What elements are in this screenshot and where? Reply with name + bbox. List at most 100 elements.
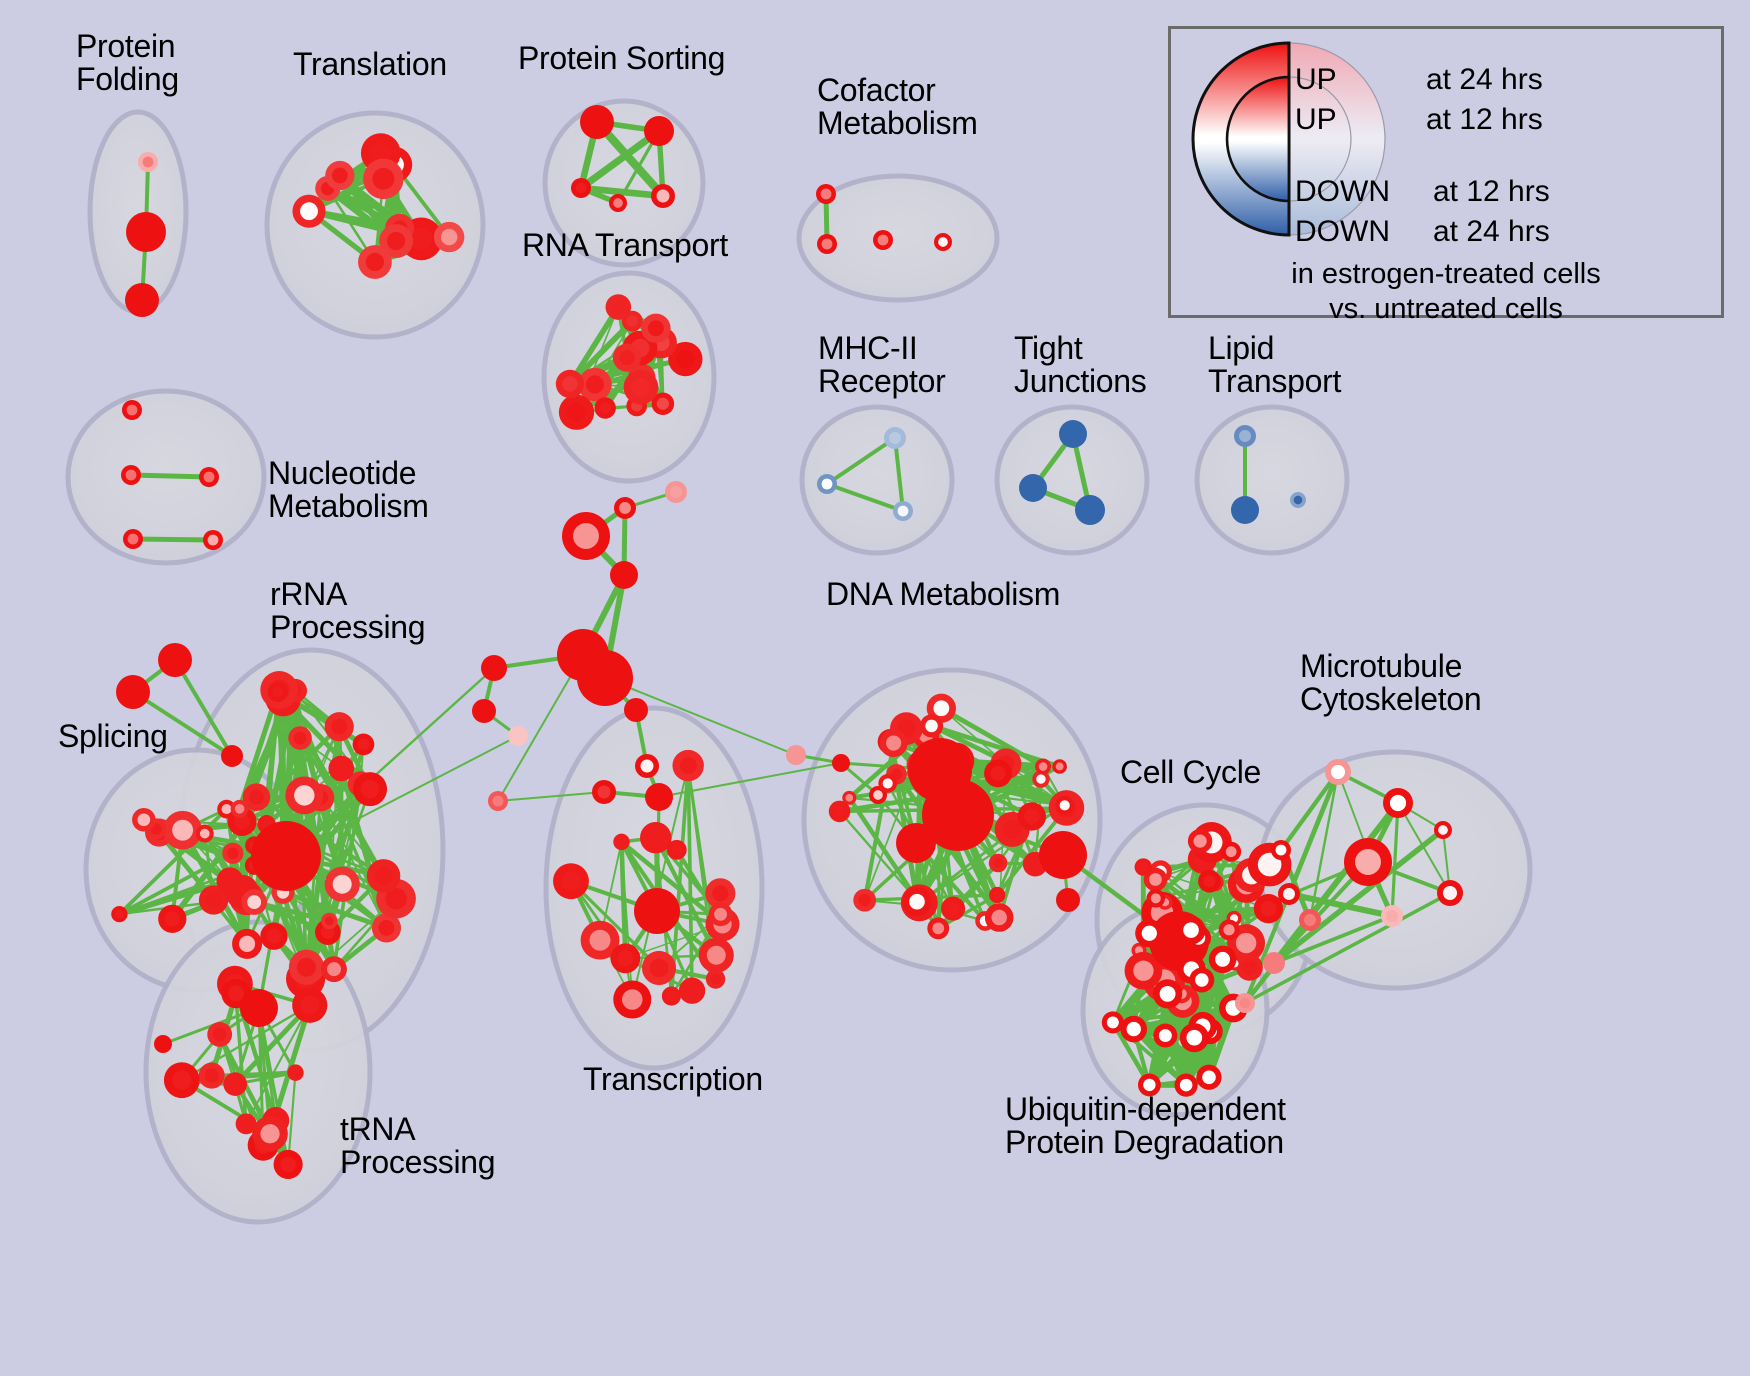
- node-inner-disk: [933, 700, 950, 717]
- network-edge: [131, 690, 234, 758]
- network-edge: [169, 821, 247, 922]
- node-inner-disk: [1304, 914, 1316, 926]
- network-node: [988, 853, 1008, 873]
- node-inner-disk: [1055, 762, 1064, 771]
- network-node: [324, 712, 354, 742]
- network-edge: [604, 677, 797, 756]
- network-edge: [838, 810, 921, 905]
- node-inner-disk: [1159, 985, 1176, 1002]
- node-inner-disk: [372, 167, 395, 190]
- network-node: [610, 561, 638, 589]
- node-inner-disk: [611, 300, 626, 314]
- network-edge: [128, 472, 212, 480]
- network-edge: [567, 304, 622, 387]
- node-inner-disk: [1059, 800, 1070, 811]
- node-inner-disk: [629, 703, 643, 717]
- network-node: [1174, 1073, 1198, 1097]
- node-inner-disk: [585, 375, 604, 394]
- network-node: [126, 212, 166, 252]
- node-inner-disk: [991, 909, 1007, 926]
- node-inner-disk: [374, 866, 393, 885]
- network-node: [613, 833, 630, 851]
- node-inner-disk: [631, 377, 651, 397]
- node-inner-disk: [877, 234, 889, 246]
- node-inner-disk: [1133, 960, 1154, 981]
- network-node: [292, 987, 328, 1023]
- node-inner-disk: [640, 759, 654, 773]
- node-inner-disk: [293, 731, 307, 745]
- node-inner-disk: [324, 916, 334, 926]
- cluster-label-cofactor-metabolism: Cofactor Metabolism: [817, 72, 978, 141]
- network-node: [668, 341, 703, 377]
- network-edge: [577, 184, 667, 200]
- node-inner-disk: [385, 887, 407, 910]
- node-inner-disk: [492, 795, 504, 807]
- node-inner-disk: [334, 761, 349, 776]
- network-node: [645, 783, 673, 811]
- node-inner-disk: [386, 231, 406, 251]
- cluster-label-rrna-processing: rRNA Processing: [270, 576, 426, 645]
- network-edge: [1271, 827, 1446, 966]
- network-edge: [1272, 914, 1394, 965]
- node-inner-disk: [266, 928, 282, 944]
- network-edge: [497, 654, 584, 802]
- network-edge: [1285, 890, 1396, 920]
- network-node: [623, 369, 659, 405]
- network-edge: [929, 723, 1044, 782]
- network-node: [644, 116, 674, 146]
- legend-state-1: UP: [1295, 103, 1337, 136]
- node-inner-disk: [990, 765, 1006, 781]
- network-node: [678, 977, 706, 1004]
- network-node: [1134, 858, 1152, 876]
- network-node: [199, 467, 219, 487]
- node-inner-disk: [821, 238, 833, 250]
- node-inner-disk: [1235, 932, 1257, 954]
- node-inner-disk: [272, 686, 284, 698]
- node-inner-disk: [238, 935, 256, 952]
- node-inner-disk: [710, 973, 721, 985]
- node-inner-disk: [886, 735, 902, 751]
- network-node: [1235, 993, 1255, 1013]
- network-edge: [825, 482, 905, 513]
- node-inner-disk: [227, 847, 239, 860]
- network-node: [242, 783, 271, 811]
- network-edge: [938, 705, 1046, 769]
- node-inner-disk: [222, 873, 238, 889]
- network-edge: [284, 666, 496, 858]
- network-node: [1218, 919, 1240, 941]
- network-node: [1189, 967, 1215, 993]
- network-node: [610, 943, 641, 974]
- cluster-ellipse-lipid-transport: [1194, 404, 1350, 556]
- network-node: [252, 1115, 288, 1152]
- node-inner-disk: [1438, 825, 1448, 835]
- network-node: [132, 808, 156, 832]
- network-node: [896, 823, 936, 863]
- network-node: [325, 160, 355, 191]
- network-node: [1017, 802, 1047, 831]
- node-inner-disk: [1355, 849, 1381, 875]
- network-node: [198, 885, 229, 915]
- network-edge: [232, 1002, 313, 1087]
- node-inner-disk: [587, 112, 607, 132]
- node-inner-disk: [260, 1124, 280, 1144]
- node-inner-disk: [221, 804, 232, 815]
- network-node: [1052, 759, 1067, 774]
- network-node: [640, 821, 672, 854]
- node-inner-disk: [137, 813, 151, 827]
- legend-time-3: at 24 hrs: [1433, 215, 1550, 248]
- network-node: [285, 776, 324, 815]
- network-node: [578, 367, 612, 402]
- network-node: [1344, 838, 1392, 886]
- network-node: [1196, 1064, 1222, 1090]
- node-inner-disk: [296, 957, 316, 977]
- network-node: [1039, 831, 1087, 879]
- network-node: [1198, 869, 1221, 893]
- node-inner-disk: [790, 749, 802, 761]
- network-node: [472, 699, 496, 723]
- network-node: [232, 928, 263, 959]
- node-inner-disk: [291, 1068, 300, 1078]
- network-node: [641, 313, 671, 343]
- network-node: [111, 905, 128, 923]
- network-edge: [1278, 769, 1341, 853]
- cluster-label-nucleotide-metabolism: Nucleotide Metabolism: [268, 455, 429, 524]
